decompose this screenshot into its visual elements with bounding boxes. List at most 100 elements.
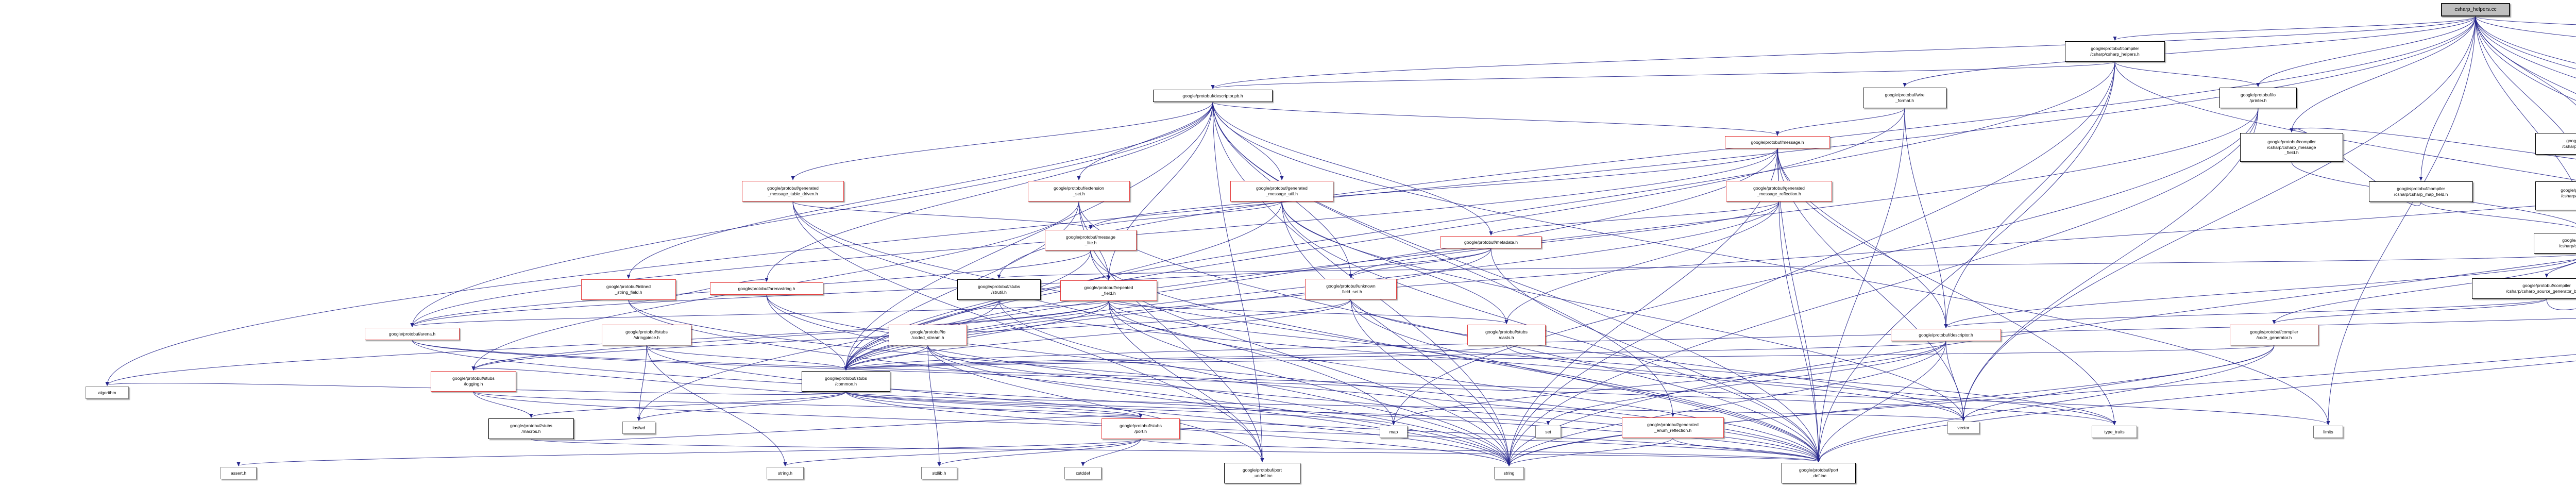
graph-node-message-field[interactable]: google/protobuf/compiler /csharp/csharp_… — [2240, 133, 2343, 162]
graph-node-inlined-string-field[interactable]: google/protobuf/inlined _string_field.h — [581, 279, 676, 300]
graph-node-common-h[interactable]: google/protobuf/stubs /common.h — [802, 371, 890, 392]
edge-coded_stream_h-to-string_std — [927, 345, 1511, 466]
edge-wire_format_h-to-message_h — [1775, 108, 1905, 136]
edge-descriptor_pb_h-to-message_h — [1212, 102, 1780, 136]
edge-message_h-to-iosfwd — [637, 148, 1778, 421]
edge-source_gen_base-to-code_generator_h — [2272, 298, 2547, 324]
graph-node-table-driven[interactable]: google/protobuf/generated _message_table… — [742, 181, 844, 201]
graph-node-stdlib-h[interactable]: stdlib.h — [921, 467, 957, 479]
edge-field_base-to-source_gen_base — [2545, 262, 2576, 278]
graph-node-gen-msg-reflection[interactable]: google/protobuf/generated _message_refle… — [1726, 181, 1832, 201]
edge-coded_stream_h-to-common_h — [844, 345, 928, 371]
edge-names_h-to-common_h — [844, 318, 2576, 371]
edge-metadata_h-to-arena_h — [410, 248, 1492, 327]
edge-unknown_field_set-to-common_h — [844, 299, 1351, 371]
graph-node-set-std[interactable]: set — [1535, 426, 1561, 438]
edge-table_driven-to-port_def — [792, 201, 1821, 462]
graph-node-map-std[interactable]: map — [1380, 426, 1408, 438]
edge-root-to-enum_field — [2475, 16, 2576, 106]
edge-table_driven-to-map_std — [792, 201, 1396, 425]
graph-node-limits[interactable]: limits — [2313, 426, 2343, 438]
graph-node-primitive-field[interactable]: google/protobuf/compiler /csharp/csharp_… — [2535, 181, 2576, 210]
edge-code_generator_h-to-vector — [1961, 345, 2275, 421]
edge-arenastring_h-to-string_std — [766, 294, 1511, 466]
graph-node-code-generator-h[interactable]: google/protobuf/compiler /code_generator… — [2230, 325, 2318, 345]
edge-root-to-descriptor_pb_h — [1211, 16, 2476, 89]
graph-node-wire-format-h[interactable]: google/protobuf/wire _format.h — [1863, 88, 1946, 108]
graph-node-type-traits[interactable]: type_traits — [2092, 426, 2137, 438]
edge-names_h-to-string_std — [1507, 354, 2576, 466]
graph-node-descriptor-pb-h[interactable]: google/protobuf/descriptor.pb.h — [1153, 90, 1273, 102]
edge-common_h-to-set_std — [845, 391, 1550, 425]
graph-node-logging-h[interactable]: google/protobuf/stubs /logging.h — [431, 371, 516, 392]
edge-gen_msg_util-to-casts_h — [1281, 201, 1509, 324]
graph-node-port-h[interactable]: google/protobuf/stubs /port.h — [1101, 418, 1180, 439]
edge-printer_h-to-string_std — [1507, 108, 2259, 466]
graph-node-descriptor-h[interactable]: google/protobuf/descriptor.h — [1891, 329, 2001, 341]
graph-node-map-field[interactable]: google/protobuf/compiler /csharp/csharp_… — [2369, 181, 2473, 202]
edge-helpers_h-to-descriptor_pb_h — [1211, 61, 2115, 89]
graph-node-source-gen-base[interactable]: google/protobuf/compiler /csharp/csharp_… — [2472, 278, 2576, 299]
graph-node-port-def[interactable]: google/protobuf/port _def.inc — [1782, 463, 1856, 483]
graph-node-extension-set[interactable]: google/protobuf/extension _set.h — [1028, 181, 1130, 201]
edge-root-to-message_field — [2290, 16, 2476, 132]
edge-port_h-to-assert_h — [237, 439, 1141, 466]
graph-node-macros-h[interactable]: google/protobuf/stubs /macros.h — [488, 418, 574, 439]
graph-node-metadata-h[interactable]: google/protobuf/metadata.h — [1440, 236, 1541, 248]
graph-node-helpers-h[interactable]: google/protobuf/compiler /csharp/csharp_… — [2065, 41, 2165, 62]
graph-node-printer-h[interactable]: google/protobuf/io /printer.h — [2219, 88, 2297, 108]
graph-node-casts-h[interactable]: google/protobuf/stubs /casts.h — [1467, 325, 1546, 345]
edge-gen_enum_reflection-to-port_def — [1672, 438, 1821, 462]
graph-node-enum-field[interactable]: google/protobuf/compiler /csharp/csharp_… — [2535, 133, 2576, 155]
graph-node-unknown-field-set[interactable]: google/protobuf/unknown _field_set.h — [1305, 279, 1397, 299]
edge-descriptor_h-to-common_h — [844, 341, 1946, 371]
edge-common_h-to-vector — [845, 391, 1965, 421]
edge-gen_msg_reflection-to-unknown_field_set — [1349, 201, 1780, 278]
graph-node-gen-enum-reflection[interactable]: google/protobuf/generated _enum_reflecti… — [1622, 417, 1724, 438]
graph-node-string-h[interactable]: string.h — [767, 467, 804, 479]
graph-node-assert-h[interactable]: assert.h — [221, 467, 257, 479]
edge-helpers_h-to-names_h — [2114, 61, 2576, 181]
edge-message_h-to-message_lite — [1089, 148, 1778, 229]
edge-repeated_field-to-port_undef — [1108, 300, 1264, 462]
graph-node-coded-stream-h[interactable]: google/protobuf/io /coded_stream.h — [889, 325, 967, 345]
graph-node-string-std[interactable]: string — [1494, 467, 1524, 479]
edge-strutil_h-to-vector — [998, 299, 1965, 421]
edge-root-to-names_h — [2475, 16, 2576, 101]
edge-unknown_field_set-to-vector — [1350, 299, 1965, 421]
edge-strutil_h-to-string_std — [998, 299, 1511, 466]
edge-arenastring_h-to-common_h — [766, 294, 848, 371]
graph-node-vector[interactable]: vector — [1947, 422, 1979, 434]
edge-wire_format_h-to-port_def — [1817, 108, 1905, 462]
edge-field_base-to-strutil_h — [997, 255, 2576, 279]
edge-repeated_field-to-logging_h — [471, 300, 1109, 371]
graph-node-message-h[interactable]: google/protobuf/message.h — [1725, 136, 1830, 148]
graph-node-message-lite[interactable]: google/protobuf/message _lite.h — [1045, 230, 1137, 250]
edge-port_h-to-stdlib_h — [937, 439, 1141, 466]
edge-macros_h-to-port_h — [531, 413, 1143, 442]
edge-root-to-vector — [1961, 16, 2476, 421]
graph-node-repeated-field[interactable]: google/protobuf/repeated _field.h — [1060, 280, 1157, 301]
graph-node-algorithm[interactable]: algorithm — [86, 387, 129, 399]
edge-unknown_field_set-to-port_def — [1350, 299, 1821, 462]
edge-code_generator_h-to-common_h — [844, 345, 2275, 371]
edge-descriptor_pb_h-to-extension_set — [1077, 102, 1213, 180]
edge-root-to-limits — [2326, 16, 2476, 425]
graph-node-field-base[interactable]: google/protobuf/compiler /csharp/csharp_… — [2534, 233, 2576, 254]
graph-node-arenastring-h[interactable]: google/protobuf/arenastring.h — [710, 282, 823, 295]
edge-port_h-to-cstddef — [1081, 439, 1141, 466]
edge-wire_format_h-to-descriptor_h — [1904, 108, 1948, 328]
graph-node-gen-msg-util[interactable]: google/protobuf/generated _message_util.… — [1230, 181, 1333, 201]
edge-inlined_string_field-to-port_def — [628, 299, 1821, 462]
edge-common_h-to-map_std — [845, 391, 1396, 425]
graph-node-strutil-h[interactable]: google/protobuf/stubs /strutil.h — [957, 279, 1041, 300]
graph-node-root[interactable]: csharp_helpers.cc — [2441, 3, 2510, 16]
edge-repeated_field-to-type_traits — [1108, 300, 2116, 425]
edge-stringpiece_h-to-string_std — [646, 345, 1511, 466]
graph-node-port-undef[interactable]: google/protobuf/port _undef.inc — [1224, 463, 1300, 483]
graph-node-cstddef[interactable]: cstddef — [1064, 467, 1101, 479]
graph-node-stringpiece-h[interactable]: google/protobuf/stubs /stringpiece.h — [602, 325, 691, 345]
graph-node-iosfwd[interactable]: iosfwd — [622, 422, 655, 434]
graph-node-arena-h[interactable]: google/protobuf/arena.h — [365, 328, 460, 340]
